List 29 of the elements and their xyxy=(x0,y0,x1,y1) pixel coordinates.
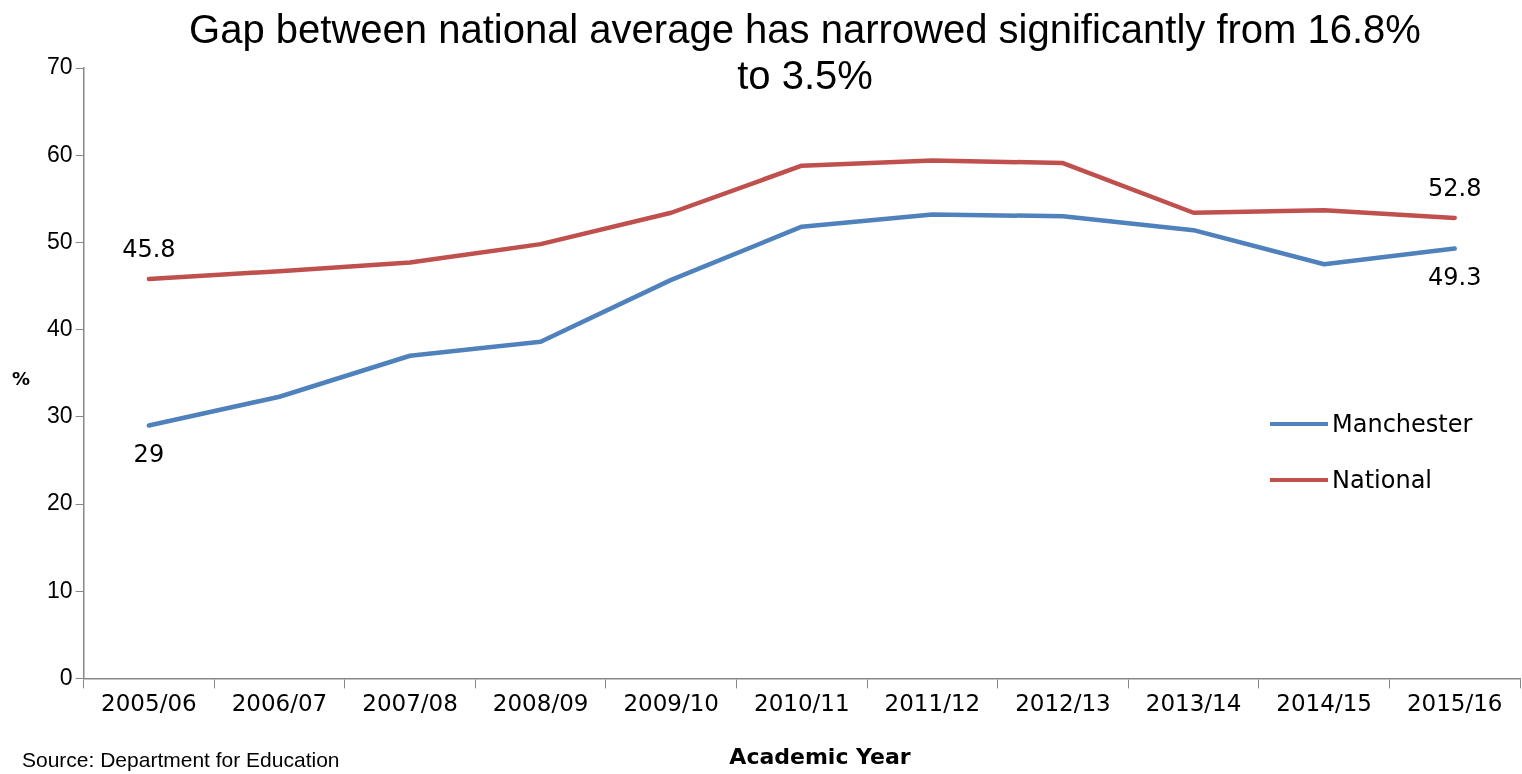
x-tick-label: 2010/11 xyxy=(754,690,850,717)
y-tick-label: 20 xyxy=(46,489,73,516)
x-tick-label: 2009/10 xyxy=(623,690,719,717)
y-tick-label: 0 xyxy=(59,663,73,690)
data-label: 52.8 xyxy=(1427,174,1482,203)
x-tick-label: 2014/15 xyxy=(1276,690,1372,717)
y-tick-label: 10 xyxy=(46,576,73,603)
x-tick-label: 2008/09 xyxy=(492,690,589,717)
x-axis-title: Academic Year xyxy=(728,744,912,769)
y-tick-label: 60 xyxy=(46,140,73,167)
x-tick-label: 2006/07 xyxy=(231,690,328,717)
data-label: 45.8 xyxy=(122,235,176,264)
x-tick-label: 2007/08 xyxy=(362,690,458,717)
data-label: 29 xyxy=(133,439,165,468)
x-tick-label: 2015/16 xyxy=(1406,690,1503,717)
y-tick-label: 30 xyxy=(46,402,73,429)
x-tick-label: 2012/13 xyxy=(1015,690,1111,717)
legend-label: Manchester xyxy=(1332,410,1473,438)
y-tick-label: 50 xyxy=(46,227,73,254)
y-tick-label: 70 xyxy=(46,53,73,80)
x-tick-label: 2005/06 xyxy=(101,690,197,717)
x-tick-label: 2011/12 xyxy=(884,690,981,717)
legend-label: National xyxy=(1332,466,1433,494)
data-label: 49.3 xyxy=(1427,262,1482,291)
chart-title: Gap between national average has narrowed significantly from 16.8% to 3.5% xyxy=(188,6,1422,98)
source-note: Source: Department for Education xyxy=(22,748,340,772)
x-tick-label: 2013/14 xyxy=(1145,690,1242,717)
y-axis-title: % xyxy=(12,368,31,389)
y-tick-label: 40 xyxy=(46,314,73,341)
